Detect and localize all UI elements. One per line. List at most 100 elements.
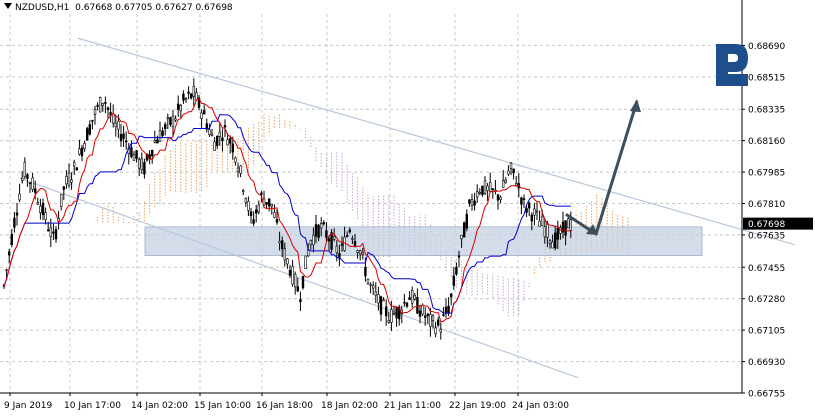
candle-body bbox=[486, 185, 489, 191]
candle-body bbox=[88, 124, 92, 135]
candle-body bbox=[442, 314, 445, 316]
candle-body bbox=[335, 245, 338, 253]
candle-body bbox=[462, 222, 466, 238]
candle-body bbox=[460, 234, 463, 240]
candle-body bbox=[112, 113, 115, 124]
roboforex-logo bbox=[716, 44, 748, 86]
candle-body bbox=[283, 248, 286, 261]
candle-body bbox=[280, 240, 284, 249]
candle-body bbox=[242, 190, 245, 192]
candle-body bbox=[13, 217, 16, 228]
tenkan-line bbox=[3, 97, 571, 322]
candles bbox=[2, 78, 573, 340]
candle-body bbox=[423, 315, 427, 318]
candle-body bbox=[278, 241, 281, 244]
candle-body bbox=[96, 104, 99, 107]
candle-body bbox=[270, 203, 273, 207]
x-tick-label: 15 Jan 10:00 bbox=[194, 401, 251, 411]
chart-header: NZDUSD,H1 0.67668 0.67705 0.67627 0.6769… bbox=[4, 3, 233, 13]
y-tick-label: 0.67810 bbox=[748, 200, 785, 210]
y-tick-label: 0.67985 bbox=[748, 169, 785, 179]
candle-body bbox=[382, 299, 385, 302]
candle-body bbox=[475, 191, 479, 198]
candle-body bbox=[161, 130, 164, 136]
current-price-tag bbox=[743, 217, 813, 230]
candle-body bbox=[31, 177, 34, 190]
dropdown-triangle-icon[interactable] bbox=[4, 3, 12, 9]
forecast-arrows bbox=[565, 99, 641, 236]
x-tick-label: 10 Jan 17:00 bbox=[64, 401, 121, 411]
y-tick-label: 0.68335 bbox=[748, 106, 785, 116]
candle-body bbox=[252, 219, 255, 224]
candle-body bbox=[164, 124, 167, 130]
candle-body bbox=[255, 209, 258, 214]
candle-body bbox=[327, 238, 331, 242]
y-tick-label: 0.68515 bbox=[748, 73, 785, 83]
candle-body bbox=[369, 284, 372, 286]
candle-body bbox=[319, 223, 323, 229]
candle-body bbox=[379, 296, 383, 315]
candle-body bbox=[156, 139, 159, 144]
candle-body bbox=[332, 236, 336, 240]
candle-body bbox=[405, 302, 409, 307]
candle-body bbox=[403, 301, 406, 304]
forecast-arrowhead-up bbox=[630, 99, 641, 113]
candle-body bbox=[158, 130, 162, 142]
candle-body bbox=[465, 214, 468, 229]
candle-body bbox=[195, 92, 198, 101]
y-tick-label: 0.68690 bbox=[748, 42, 785, 52]
candle-body bbox=[151, 150, 154, 157]
candle-body bbox=[322, 222, 325, 225]
candle-body bbox=[132, 154, 136, 161]
candle-body bbox=[535, 210, 539, 213]
candle-body bbox=[449, 293, 453, 298]
candle-body bbox=[293, 273, 297, 288]
low-value: 0.67627 bbox=[155, 3, 193, 13]
x-tick-label: 9 Jan 2019 bbox=[4, 401, 52, 411]
candle-body bbox=[65, 176, 68, 185]
candle-body bbox=[520, 197, 523, 205]
candle-body bbox=[213, 141, 216, 151]
candle-body bbox=[296, 286, 299, 292]
candle-body bbox=[106, 107, 110, 111]
candle-body bbox=[566, 218, 570, 229]
candle-body bbox=[527, 202, 531, 209]
candle-body bbox=[244, 198, 247, 203]
candle-body bbox=[569, 219, 573, 231]
candle-body bbox=[390, 309, 393, 323]
candle-body bbox=[410, 289, 414, 304]
candle-body bbox=[371, 284, 375, 289]
candle-body bbox=[75, 167, 79, 171]
candle-body bbox=[54, 229, 58, 240]
candle-body bbox=[153, 140, 156, 143]
candle-body bbox=[512, 168, 515, 174]
candle-body bbox=[229, 138, 232, 144]
candle-body bbox=[44, 212, 47, 220]
ichimoku-cloud bbox=[97, 114, 629, 317]
candle-body bbox=[470, 199, 474, 206]
candle-body bbox=[439, 328, 442, 333]
candle-body bbox=[496, 194, 500, 201]
candle-body bbox=[488, 182, 492, 192]
candle-body bbox=[507, 170, 510, 175]
candle-body bbox=[325, 230, 328, 238]
candle-body bbox=[408, 297, 411, 301]
candle-body bbox=[247, 201, 250, 211]
open-value: 0.67668 bbox=[75, 3, 113, 13]
candle-body bbox=[455, 267, 458, 275]
candle-body bbox=[452, 275, 455, 286]
y-tick-label: 0.66930 bbox=[748, 358, 785, 368]
grid bbox=[0, 14, 742, 394]
candle-body bbox=[177, 103, 180, 110]
candle-body bbox=[309, 240, 312, 245]
candle-body bbox=[182, 93, 185, 101]
candle-body bbox=[447, 305, 450, 314]
x-tick-label: 16 Jan 18:00 bbox=[256, 401, 313, 411]
candle-body bbox=[208, 129, 211, 135]
candle-body bbox=[135, 150, 138, 159]
candle-body bbox=[166, 117, 169, 120]
candle-body bbox=[265, 201, 268, 205]
candle-body bbox=[478, 191, 481, 194]
candle-body bbox=[39, 205, 42, 214]
